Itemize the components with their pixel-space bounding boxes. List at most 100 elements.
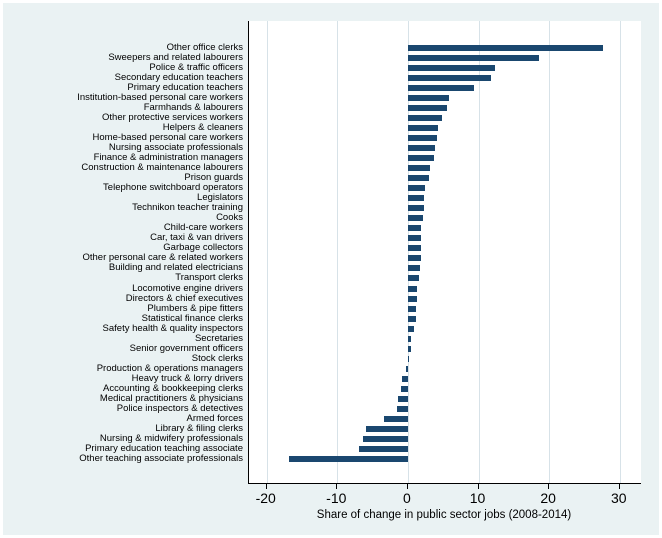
- category-label: Plumbers & pipe fitters: [147, 302, 243, 314]
- x-gridline: [549, 21, 551, 483]
- bar: [358, 446, 408, 453]
- x-gridline: [478, 21, 480, 483]
- category-label: Helpers & cleaners: [162, 121, 243, 133]
- bar: [407, 134, 437, 141]
- category-label: Child-care workers: [163, 222, 243, 234]
- bar: [407, 315, 416, 322]
- category-label: Garbage collectors: [163, 242, 243, 254]
- bar: [407, 225, 422, 232]
- category-label: Directors & chief executives: [125, 292, 243, 304]
- bar: [397, 405, 408, 412]
- category-label: Other protective services workers: [102, 111, 243, 123]
- x-tick: [477, 484, 479, 489]
- category-label: Police inspectors & detectives: [116, 402, 243, 414]
- bar: [407, 245, 421, 252]
- category-label: Transport clerks: [175, 272, 243, 284]
- category-label: Other teaching associate professionals: [79, 453, 243, 465]
- bar: [407, 175, 430, 181]
- graph-region: Other office clerks Sweepers and related …: [3, 3, 659, 535]
- category-label: Armed forces: [186, 413, 244, 424]
- bar: [407, 84, 475, 91]
- bar: [407, 165, 430, 171]
- category-label: Building and related electricians: [108, 262, 243, 274]
- x-tick-label: -20: [255, 490, 276, 506]
- category-label: Senior government officers: [129, 342, 243, 354]
- bar: [400, 385, 408, 392]
- bar: [407, 355, 409, 362]
- bar: [401, 375, 408, 382]
- x-tick: [548, 484, 550, 489]
- x-tick-label: 10: [469, 490, 486, 506]
- bar: [407, 335, 412, 342]
- category-label: Nursing associate professionals: [108, 141, 243, 153]
- bar: [407, 144, 435, 151]
- bar: [407, 285, 418, 292]
- bar: [407, 345, 411, 352]
- x-tick-label: 30: [611, 490, 627, 506]
- category-label: Safety health & quality inspectors: [102, 322, 243, 334]
- bar: [407, 205, 425, 212]
- bar: [362, 436, 408, 443]
- bar: [407, 235, 422, 242]
- bar: [398, 395, 408, 402]
- category-label: Secretaries: [194, 332, 243, 344]
- category-label: Statistical finance clerks: [141, 312, 243, 324]
- x-gridline: [266, 21, 268, 483]
- bar: [407, 185, 425, 192]
- category-label: Other personal care & related workers: [82, 252, 243, 264]
- bar: [407, 124, 438, 131]
- bar: [407, 114, 442, 121]
- x-gridline: [407, 21, 409, 483]
- bar: [407, 154, 434, 161]
- category-label: Primary education teaching associate: [85, 443, 243, 455]
- category-label: Finance & administration managers: [93, 151, 243, 163]
- bar: [407, 195, 425, 202]
- bar: [407, 325, 415, 332]
- x-tick-label: 20: [540, 490, 556, 506]
- plot-area: [248, 21, 641, 484]
- category-label: Production & operations managers: [96, 362, 243, 374]
- bar: [407, 94, 449, 101]
- bar: [289, 456, 408, 463]
- x-tick: [406, 484, 408, 489]
- category-label: Primary education teachers: [127, 81, 243, 93]
- category-label: Technikon teacher training: [132, 202, 243, 214]
- category-label: Cooks: [216, 212, 243, 224]
- category-label: Locomotive engine drivers: [132, 282, 243, 294]
- category-label: Secondary education teachers: [114, 71, 243, 83]
- category-label: Library & filing clerks: [155, 423, 243, 434]
- x-axis-title: Share of change in public sector jobs (2…: [316, 509, 572, 521]
- x-tick-label: -10: [326, 490, 347, 506]
- category-label: Other office clerks: [166, 41, 243, 53]
- x-tick-label: 0: [402, 490, 411, 506]
- category-label: Medical practitioners & physicians: [99, 392, 243, 404]
- category-label: Institution-based personal care workers: [77, 91, 243, 103]
- category-label: Legislators: [197, 192, 243, 204]
- category-label: Telephone switchboard operators: [103, 182, 243, 194]
- category-label: Accounting & bookkeeping clerks: [103, 382, 243, 394]
- bar: [406, 365, 408, 372]
- x-tick: [618, 484, 620, 489]
- category-label: Sweepers and related labourers: [108, 51, 243, 63]
- category-label: Car, taxi & van drivers: [150, 232, 243, 244]
- category-label: Nursing & midwifery professionals: [99, 433, 243, 445]
- bar: [407, 104, 447, 111]
- bar: [407, 255, 421, 262]
- bar: [407, 305, 417, 312]
- bar: [407, 265, 421, 272]
- bar: [383, 416, 408, 422]
- bar: [407, 44, 604, 51]
- bar: [407, 74, 492, 81]
- category-label: Home-based personal care workers: [92, 131, 243, 143]
- x-tick: [336, 484, 338, 489]
- x-gridline: [619, 21, 621, 483]
- bar: [407, 54, 539, 61]
- bar: [365, 426, 408, 432]
- category-label: Stock clerks: [191, 352, 243, 364]
- category-label: Farmhands & labourers: [143, 101, 243, 113]
- bar: [407, 275, 420, 282]
- x-gridline: [337, 21, 339, 483]
- category-label: Construction & maintenance labourers: [81, 162, 243, 173]
- x-tick: [265, 484, 267, 489]
- bar: [407, 64, 496, 71]
